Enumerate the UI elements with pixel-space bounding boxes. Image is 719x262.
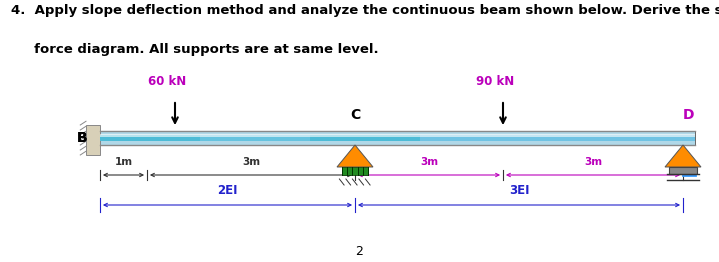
Text: B: B <box>77 131 87 145</box>
Text: 3m: 3m <box>584 157 602 167</box>
Text: 2: 2 <box>356 245 363 258</box>
Text: B: B <box>77 131 87 145</box>
Bar <box>200 135 310 140</box>
Text: 1m: 1m <box>114 157 132 167</box>
Bar <box>342 167 368 175</box>
Polygon shape <box>337 145 373 167</box>
Text: C: C <box>350 108 360 122</box>
Text: 3m: 3m <box>242 157 260 167</box>
Text: 60 kN: 60 kN <box>148 75 186 88</box>
Text: force diagram. All supports are at same level.: force diagram. All supports are at same … <box>11 43 378 56</box>
Bar <box>100 131 695 145</box>
Text: 3EI: 3EI <box>509 184 529 197</box>
Text: 4.  Apply slope deflection method and analyze the continuous beam shown below. D: 4. Apply slope deflection method and ana… <box>11 4 719 17</box>
Bar <box>100 135 200 140</box>
Polygon shape <box>665 145 701 167</box>
Bar <box>86 125 100 155</box>
Text: 90 kN: 90 kN <box>476 75 514 88</box>
Bar <box>420 135 695 140</box>
Bar <box>100 135 695 140</box>
Bar <box>669 167 697 174</box>
Text: 2EI: 2EI <box>217 184 238 197</box>
Text: D: D <box>682 108 694 122</box>
Bar <box>100 134 695 137</box>
Bar <box>310 135 420 140</box>
Text: 3m: 3m <box>420 157 438 167</box>
